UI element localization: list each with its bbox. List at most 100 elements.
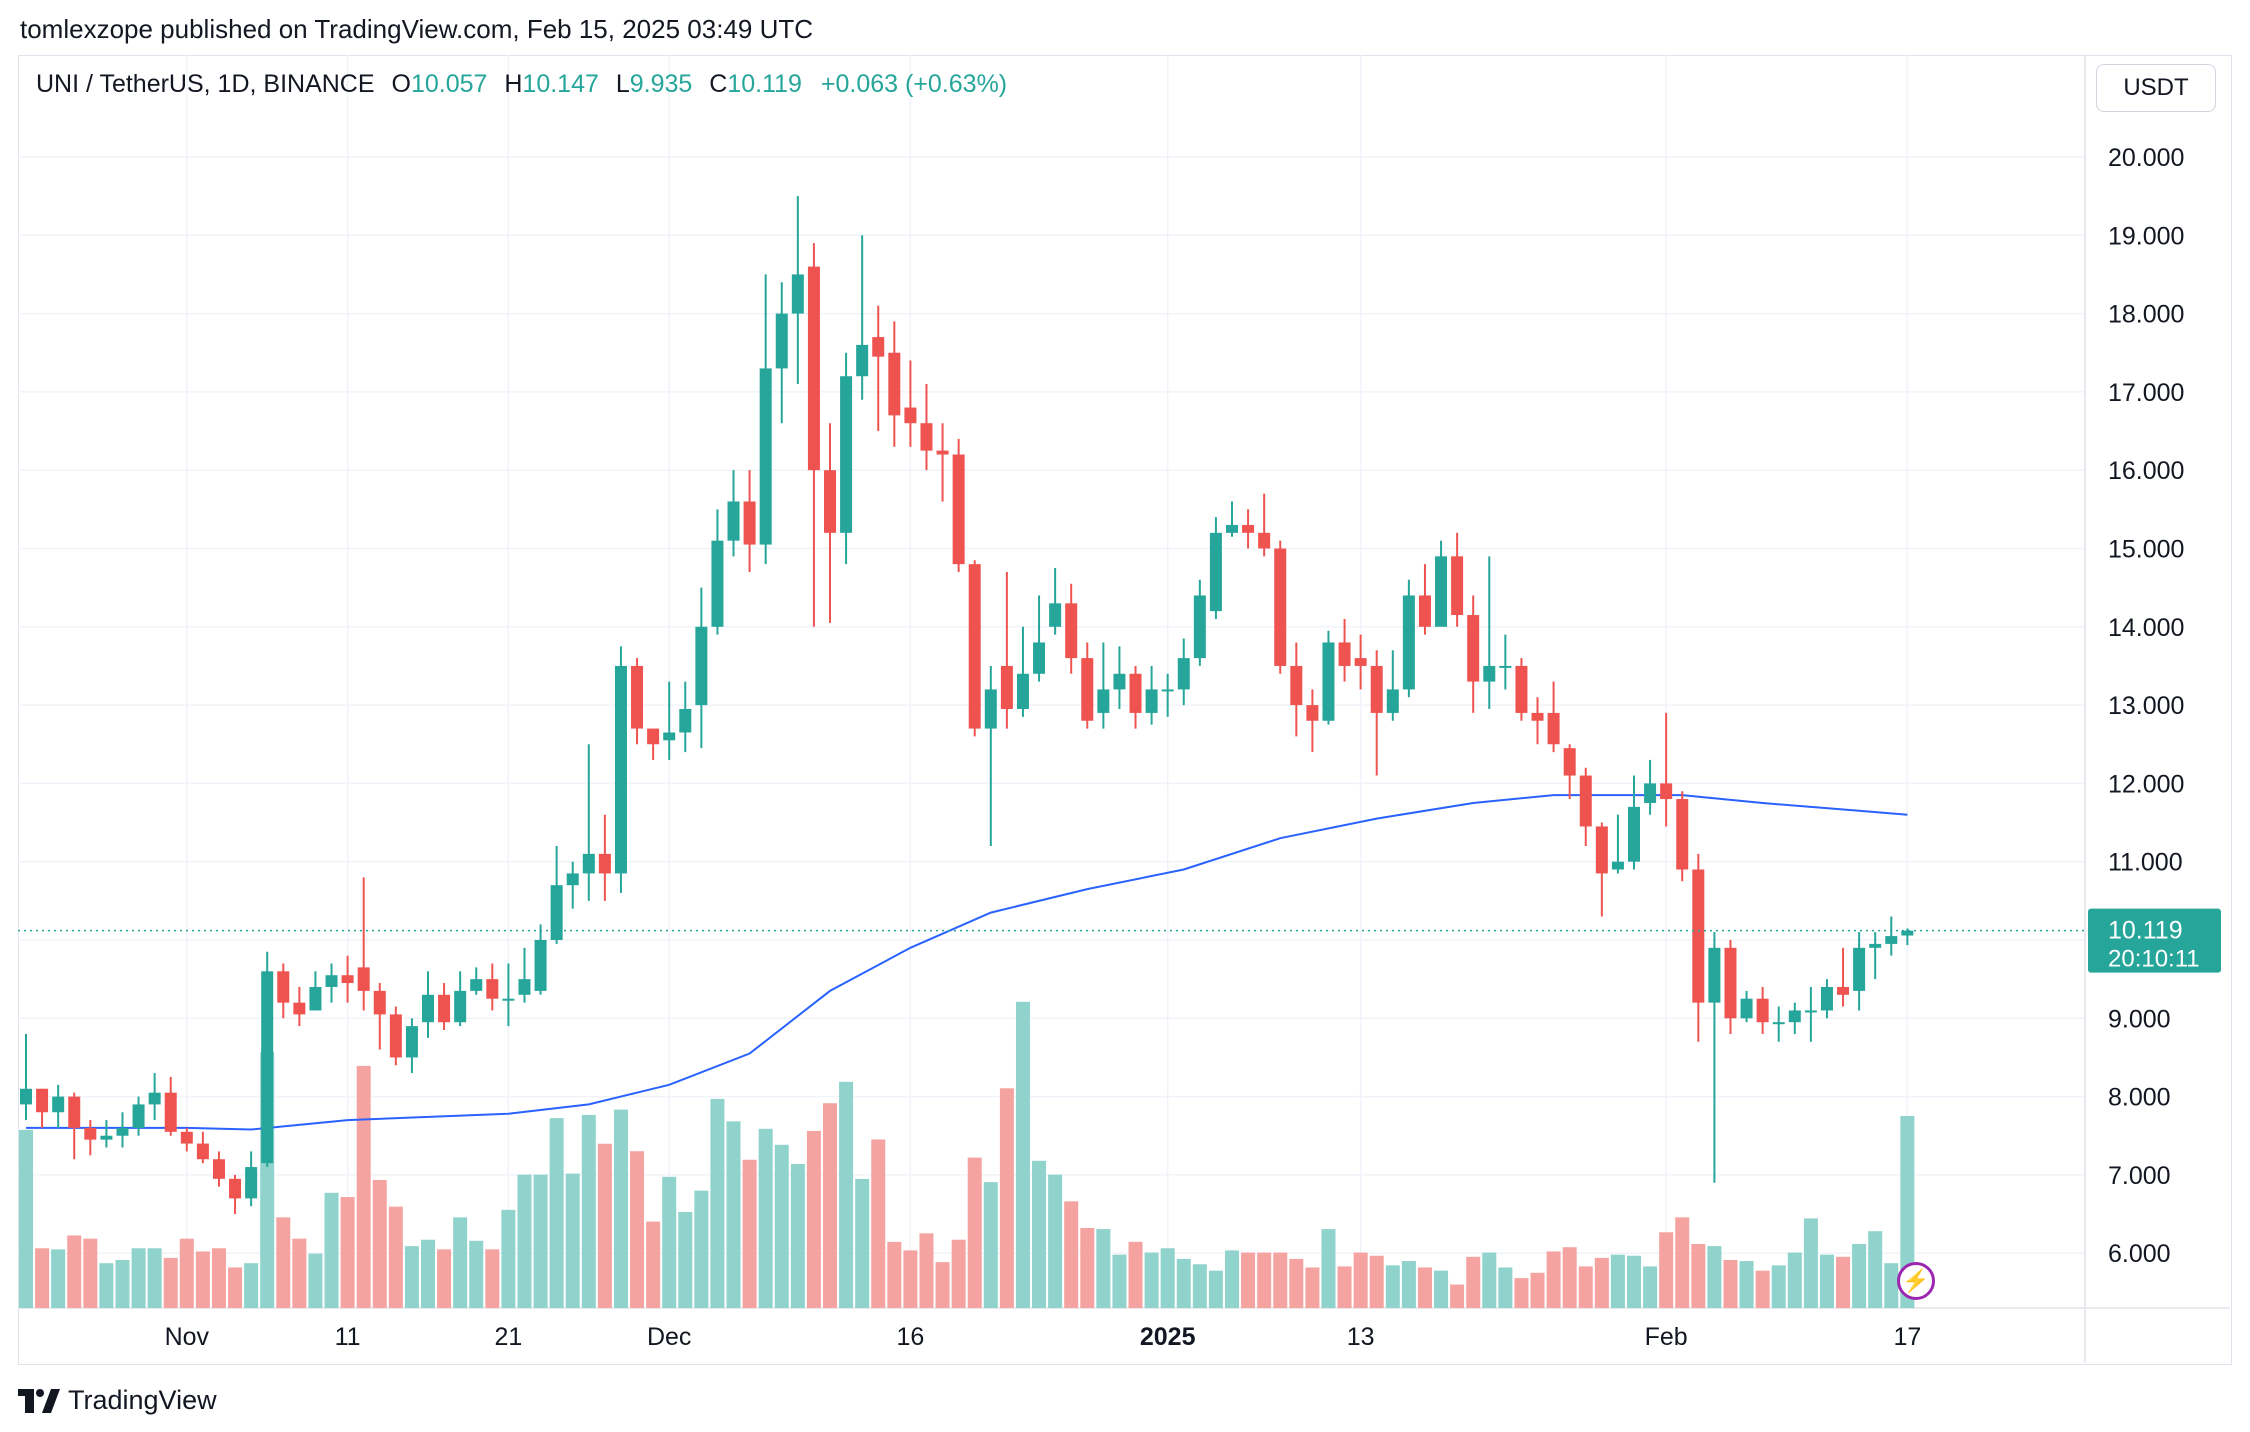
candle-body[interactable] xyxy=(373,990,386,1015)
candle-body[interactable] xyxy=(164,1092,177,1132)
candle-body[interactable] xyxy=(1435,556,1448,627)
currency-unit-button[interactable]: USDT xyxy=(2096,64,2216,112)
candle-body[interactable] xyxy=(1338,642,1351,666)
candle-body[interactable] xyxy=(1660,783,1673,800)
candle-body[interactable] xyxy=(212,1159,225,1179)
candle-body[interactable] xyxy=(309,986,322,1011)
candle-body[interactable] xyxy=(1209,532,1222,612)
candle-body[interactable] xyxy=(1579,775,1592,827)
candle-body[interactable] xyxy=(614,665,627,874)
candle-body[interactable] xyxy=(1788,1010,1801,1023)
candle-body[interactable] xyxy=(1676,799,1689,870)
candle-body[interactable] xyxy=(840,376,853,533)
candle-body[interactable] xyxy=(1226,524,1238,533)
candle-body[interactable] xyxy=(180,1131,193,1144)
candle-body[interactable] xyxy=(389,1014,402,1058)
symbol-label[interactable]: UNI / TetherUS, 1D, BINANCE xyxy=(36,70,375,98)
candle-body[interactable] xyxy=(1177,658,1190,690)
candle-body[interactable] xyxy=(1644,783,1657,803)
candle-body[interactable] xyxy=(1515,665,1528,713)
candle-body[interactable] xyxy=(470,979,483,991)
candle-body[interactable] xyxy=(1708,947,1721,1003)
candle-body[interactable] xyxy=(1547,712,1560,745)
candle-body[interactable] xyxy=(261,971,274,1164)
candle-body[interactable] xyxy=(148,1092,161,1105)
candle-body[interactable] xyxy=(438,994,451,1023)
candle-body[interactable] xyxy=(566,873,579,886)
candle-body[interactable] xyxy=(52,1096,65,1113)
candle-body[interactable] xyxy=(1129,673,1142,713)
candle-body[interactable] xyxy=(1820,986,1833,1011)
candle-body[interactable] xyxy=(1081,658,1094,721)
candle-body[interactable] xyxy=(807,266,820,471)
candle-body[interactable] xyxy=(1853,947,1866,991)
candle-body[interactable] xyxy=(936,450,949,455)
candle-body[interactable] xyxy=(1563,748,1576,776)
candle-body[interactable] xyxy=(245,1167,258,1199)
candle-body[interactable] xyxy=(1161,689,1174,692)
candle-body[interactable] xyxy=(872,337,885,357)
candle-body[interactable] xyxy=(759,368,772,545)
candle-body[interactable] xyxy=(1033,642,1046,674)
candle-body[interactable] xyxy=(1467,615,1480,682)
candle-body[interactable] xyxy=(775,313,788,369)
lightning-icon[interactable]: ⚡ xyxy=(1897,1262,1935,1300)
candle-body[interactable] xyxy=(1065,603,1078,659)
candle-body[interactable] xyxy=(1628,806,1640,862)
candle-body[interactable] xyxy=(598,853,611,874)
candle-body[interactable] xyxy=(1772,1022,1785,1025)
candle-body[interactable] xyxy=(1531,712,1544,721)
candle-body[interactable] xyxy=(1483,665,1496,682)
candle-body[interactable] xyxy=(1869,943,1882,948)
candle-body[interactable] xyxy=(856,344,869,377)
candle-body[interactable] xyxy=(196,1143,209,1160)
candle-body[interactable] xyxy=(1370,665,1383,713)
candle-body[interactable] xyxy=(631,665,644,729)
candle-body[interactable] xyxy=(791,274,804,314)
candle-body[interactable] xyxy=(1837,986,1850,995)
candle-body[interactable] xyxy=(1097,689,1110,713)
candle-body[interactable] xyxy=(743,501,756,545)
candle-body[interactable] xyxy=(357,967,370,991)
candle-body[interactable] xyxy=(1386,689,1399,713)
candle-body[interactable] xyxy=(293,1002,306,1015)
candle-body[interactable] xyxy=(20,1088,32,1105)
candle-body[interactable] xyxy=(904,407,917,424)
candle-body[interactable] xyxy=(454,990,467,1023)
candle-body[interactable] xyxy=(534,939,547,991)
candle-body[interactable] xyxy=(679,709,692,733)
candle-body[interactable] xyxy=(550,885,563,940)
candle-body[interactable] xyxy=(824,470,836,533)
candle-body[interactable] xyxy=(1724,947,1737,1019)
candle-body[interactable] xyxy=(1113,673,1126,690)
candle-body[interactable] xyxy=(1402,595,1415,690)
candle-body[interactable] xyxy=(1901,930,1914,936)
candle-body[interactable] xyxy=(1242,524,1255,533)
candle-body[interactable] xyxy=(582,853,595,874)
candle-body[interactable] xyxy=(1000,665,1013,709)
candle-body[interactable] xyxy=(1611,861,1624,870)
candle-body[interactable] xyxy=(229,1178,242,1199)
candle-body[interactable] xyxy=(1740,998,1753,1019)
candle-body[interactable] xyxy=(968,564,981,729)
candle-body[interactable] xyxy=(84,1127,97,1140)
tradingview-logo[interactable]: TradingView xyxy=(18,1385,217,1416)
candle-body[interactable] xyxy=(1354,658,1367,666)
candle-body[interactable] xyxy=(1499,665,1512,668)
candle-body[interactable] xyxy=(277,971,290,1003)
candle-body[interactable] xyxy=(1145,689,1158,713)
candle-body[interactable] xyxy=(36,1088,49,1113)
candle-body[interactable] xyxy=(100,1135,113,1140)
candle-body[interactable] xyxy=(1290,665,1303,706)
candle-body[interactable] xyxy=(1692,869,1705,1003)
candle-body[interactable] xyxy=(984,689,997,729)
candle-body[interactable] xyxy=(341,975,354,984)
candle-body[interactable] xyxy=(1804,1010,1817,1013)
candle-body[interactable] xyxy=(952,454,965,565)
candle-body[interactable] xyxy=(502,998,515,1001)
candle-body[interactable] xyxy=(1306,705,1319,721)
candle-body[interactable] xyxy=(1418,595,1431,627)
candle-body[interactable] xyxy=(663,732,676,741)
candle-body[interactable] xyxy=(727,501,740,541)
